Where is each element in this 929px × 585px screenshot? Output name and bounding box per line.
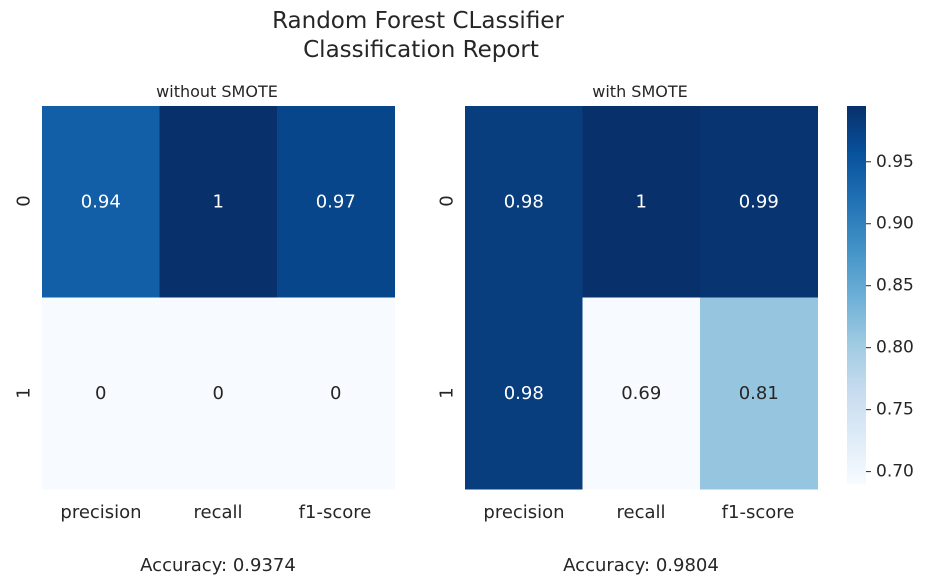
- row-label-0: 0: [14, 195, 35, 206]
- cell-value-label: 0.94: [81, 191, 121, 212]
- heatmap-cell-r0-c0: [42, 106, 160, 298]
- cell-value-label: 0: [330, 383, 341, 404]
- chart-title-line-1: Random Forest CLassifier: [272, 8, 564, 34]
- col-label-f1-score: f1-score: [722, 502, 795, 523]
- cell-value-label: 0: [213, 383, 224, 404]
- colorbar-tick-label: 0.95: [876, 152, 914, 172]
- cell-value-label: 0.69: [621, 383, 661, 404]
- heatmap-cell-r1-c0: [42, 297, 160, 490]
- panel-subtitle: with SMOTE: [592, 82, 687, 101]
- heatmap-panel-without-smote: without SMOTE 0.94 1 0.97 0 0 0 0 1 precision…: [14, 82, 395, 576]
- heatmap-cell-r1-c1: [582, 297, 701, 490]
- colorbar-ticks: 0.70 0.75 0.80 0.85 0.90 0.95: [866, 152, 914, 482]
- colorbar: 0.70 0.75 0.80 0.85 0.90 0.95: [847, 106, 914, 484]
- colorbar-tick-label: 0.70: [876, 462, 914, 482]
- chart-title-line-2: Classification Report: [303, 37, 539, 63]
- cell-value-label: 1: [636, 191, 647, 212]
- heatmap-cell-r0-c0: [465, 106, 583, 298]
- heatmap-cell-r0-c2: [277, 106, 395, 298]
- colorbar-tick-label: 0.75: [876, 400, 914, 420]
- colorbar-tick-label: 0.90: [876, 214, 914, 234]
- col-label-recall: recall: [193, 502, 242, 523]
- col-label-precision: precision: [483, 502, 564, 523]
- colorbar-gradient: [847, 106, 866, 484]
- heatmap-cells: 0.94 1 0.97 0 0 0: [42, 106, 395, 490]
- colorbar-tick-label: 0.80: [876, 338, 914, 358]
- accuracy-label: Accuracy: 0.9374: [140, 555, 296, 576]
- heatmap-cell-r1-c2: [700, 297, 818, 490]
- heatmap-panel-with-smote: with SMOTE 0.98 1 0.99 0.98 0.69 0.81 0 1 pre…: [437, 82, 818, 576]
- heatmap-cell-r1-c0: [465, 297, 583, 490]
- row-label-0: 0: [437, 195, 458, 206]
- heatmap-cell-r1-c2: [277, 297, 395, 490]
- heatmap-cell-r0-c1: [582, 106, 701, 298]
- accuracy-label: Accuracy: 0.9804: [563, 555, 719, 576]
- cell-value-label: 1: [213, 191, 224, 212]
- row-label-1: 1: [14, 387, 35, 398]
- cell-value-label: 0: [95, 383, 106, 404]
- heatmap-cell-r1-c1: [159, 297, 278, 490]
- colorbar-tick-label: 0.85: [876, 276, 914, 296]
- cell-value-label: 0.98: [504, 191, 544, 212]
- heatmap-cell-r0-c1: [159, 106, 278, 298]
- cell-value-label: 0.81: [739, 383, 779, 404]
- cell-value-label: 0.98: [504, 383, 544, 404]
- cell-value-label: 0.99: [739, 191, 779, 212]
- heatmap-cells: 0.98 1 0.99 0.98 0.69 0.81: [465, 106, 818, 490]
- col-label-f1-score: f1-score: [299, 502, 372, 523]
- cell-value-label: 0.97: [316, 191, 356, 212]
- panel-subtitle: without SMOTE: [156, 82, 278, 101]
- heatmap-cell-r0-c2: [700, 106, 818, 298]
- col-label-recall: recall: [616, 502, 665, 523]
- row-label-1: 1: [437, 387, 458, 398]
- col-label-precision: precision: [60, 502, 141, 523]
